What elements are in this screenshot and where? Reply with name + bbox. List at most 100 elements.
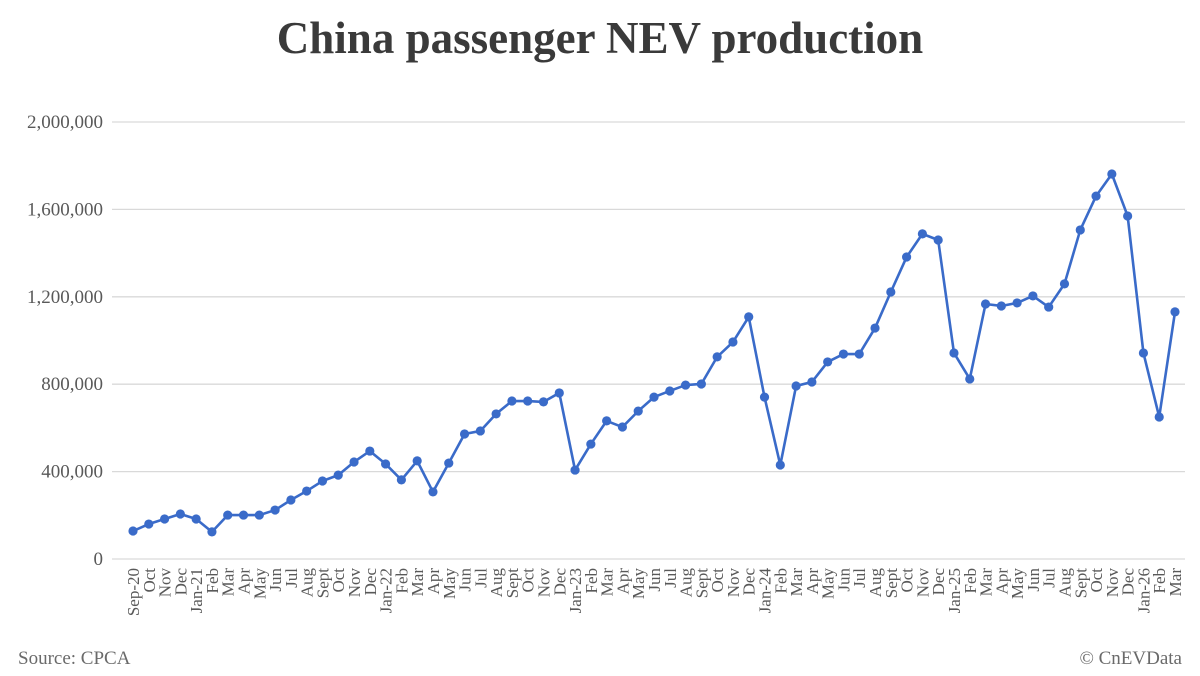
x-tick-label: Jan-25 [945, 568, 964, 613]
data-point [917, 229, 927, 239]
x-tick-label: Nov [156, 568, 175, 598]
x-tick-label: Jul [471, 568, 490, 588]
x-tick-label: Nov [724, 568, 743, 598]
data-point [381, 459, 391, 469]
data-point [949, 348, 959, 358]
x-tick-label: Apr [235, 568, 254, 595]
data-point [1028, 291, 1038, 301]
x-tick-label: Feb [392, 568, 411, 594]
x-tick-label: Feb [203, 568, 222, 594]
data-point [207, 527, 217, 537]
x-tick-label: Oct [140, 568, 159, 593]
data-point [570, 465, 580, 475]
x-tick-label: Jan-22 [377, 568, 396, 613]
data-point [191, 514, 201, 524]
data-point [538, 397, 549, 407]
x-tick-label: Sept [882, 568, 901, 599]
x-tick-label: Dec [1119, 568, 1138, 596]
data-point [396, 475, 406, 485]
data-point [696, 379, 706, 389]
data-point [1123, 211, 1133, 221]
data-point [491, 409, 501, 419]
x-tick-label: Dec [171, 568, 190, 596]
x-tick-label: Jun [266, 568, 285, 592]
x-tick-label: Aug [677, 568, 696, 598]
x-tick-label: Apr [992, 568, 1011, 595]
x-tick-label: Mar [219, 568, 238, 597]
x-tick-label: Jul [1040, 568, 1059, 588]
x-tick-label: Nov [913, 568, 932, 598]
data-point [286, 495, 296, 505]
x-tick-label: Jan-23 [566, 568, 585, 613]
x-tick-label: Nov [534, 568, 553, 598]
data-point [159, 514, 170, 524]
data-point [365, 446, 375, 456]
y-tick-label: 400,000 [41, 462, 103, 483]
x-tick-label: Feb [1150, 568, 1169, 594]
y-tick-label: 2,000,000 [27, 112, 103, 133]
source-note: Source: CPCA [18, 648, 131, 669]
data-point [1170, 307, 1180, 317]
x-tick-label: Sept [692, 568, 711, 599]
x-tick-label: May [1008, 568, 1027, 600]
x-tick-label: Oct [519, 568, 538, 593]
x-tick-label: Oct [329, 568, 348, 593]
x-tick-label: Aug [866, 568, 885, 598]
x-tick-label: Sept [1071, 568, 1090, 599]
y-tick-label: 0 [94, 549, 104, 570]
x-tick-label: Sep-20 [124, 568, 143, 616]
x-tick-label: May [250, 568, 269, 600]
data-point [854, 349, 864, 359]
data-point [902, 252, 912, 262]
data-point [349, 457, 359, 467]
data-point [128, 526, 138, 536]
data-point [1075, 225, 1085, 235]
x-tick-label: Sept [313, 568, 332, 599]
y-tick-label: 800,000 [41, 374, 103, 395]
x-tick-label: Mar [977, 568, 996, 597]
x-tick-label: Jul [282, 568, 301, 588]
data-point [807, 377, 817, 387]
data-point [459, 429, 470, 439]
data-point [791, 381, 801, 391]
x-tick-label: Jul [850, 568, 869, 588]
y-tick-label: 1,600,000 [27, 199, 103, 220]
x-tick-label: Mar [408, 568, 427, 597]
data-point [428, 487, 438, 497]
x-tick-label: Oct [708, 568, 727, 593]
x-tick-label: Apr [424, 568, 443, 595]
x-tick-label: Sept [503, 568, 522, 599]
data-point [838, 349, 849, 359]
x-tick-label: May [440, 568, 459, 600]
x-tick-label: Jun [456, 568, 475, 592]
data-point [775, 460, 785, 470]
data-point [886, 287, 896, 297]
x-tick-label: Jan-24 [756, 568, 775, 614]
data-point [823, 357, 833, 367]
data-point [680, 380, 691, 390]
x-tick-label: Feb [961, 568, 980, 594]
x-tick-label: Dec [740, 568, 759, 596]
x-tick-label: Jun [645, 568, 664, 592]
data-point [238, 510, 249, 520]
data-point [1107, 169, 1117, 179]
data-point [586, 439, 596, 449]
x-tick-label: Jul [661, 568, 680, 588]
y-tick-label: 1,200,000 [27, 287, 103, 308]
data-point [507, 396, 517, 406]
data-point [759, 392, 770, 402]
x-tick-label: May [819, 568, 838, 600]
data-point [1091, 191, 1101, 201]
x-tick-label: Jun [834, 568, 853, 592]
x-tick-label: Nov [345, 568, 364, 598]
x-tick-label: Oct [1087, 568, 1106, 593]
x-tick-label: Feb [582, 568, 601, 594]
data-point [317, 476, 328, 486]
x-tick-label: Dec [550, 568, 569, 596]
x-tick-label: Jan-26 [1134, 568, 1153, 613]
x-tick-label: Dec [929, 568, 948, 596]
data-point [617, 422, 628, 432]
x-tick-label: Mar [1166, 568, 1185, 597]
x-tick-label: Feb [771, 568, 790, 594]
